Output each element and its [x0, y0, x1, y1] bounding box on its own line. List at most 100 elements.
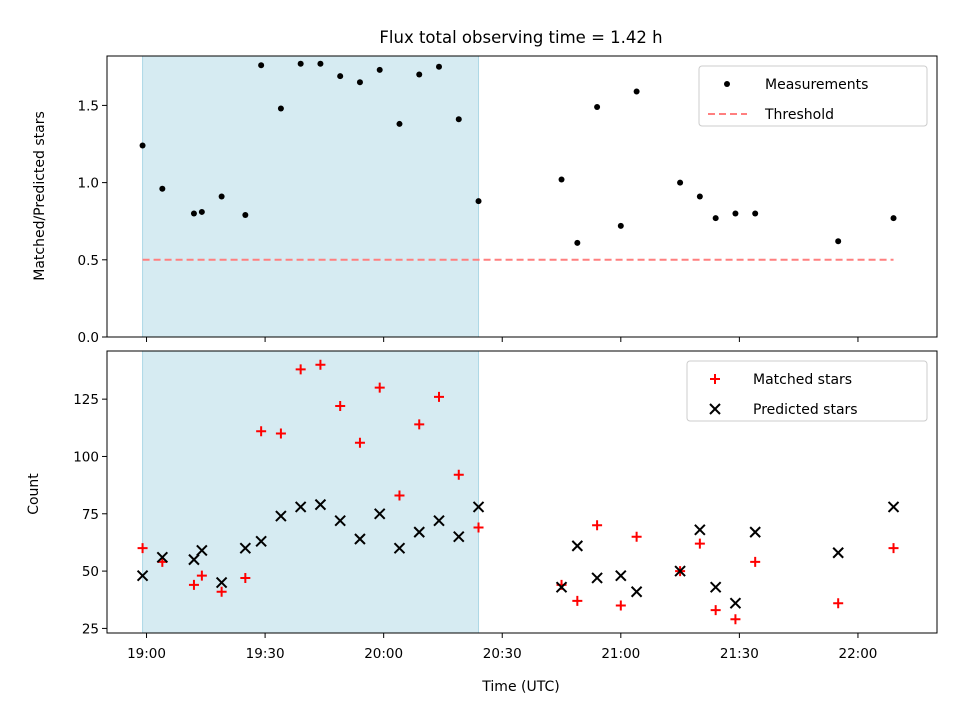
chart-title: Flux total observing time = 1.42 h	[379, 28, 662, 47]
panel-ratio: 0.0 0.5 1.0 1.5 Measurements Threshold	[78, 55, 938, 346]
matched-star-point	[275, 428, 286, 439]
matched-star-point	[631, 531, 642, 542]
matched-star-point	[335, 401, 346, 412]
measurement-point	[376, 66, 383, 73]
predicted-star-point	[630, 586, 643, 598]
matched-star-point	[750, 556, 761, 567]
legend-marker-matched	[710, 374, 720, 384]
y-tick-label: 125	[73, 392, 99, 408]
measurement-point	[317, 60, 324, 67]
y-axis-label-count: Count	[26, 473, 42, 515]
predicted-star-point	[694, 524, 706, 536]
matched-star-point	[730, 614, 741, 625]
measurement-point	[277, 105, 284, 112]
predicted-star-point	[749, 526, 761, 538]
matched-star-point	[615, 600, 626, 611]
predicted-star-point	[156, 551, 169, 564]
measurement-point	[356, 79, 363, 86]
matched-star-point	[216, 586, 227, 597]
measurement-point	[890, 215, 897, 222]
measurement-point	[696, 193, 703, 200]
measurement-point	[475, 198, 482, 205]
legend-box	[686, 360, 928, 422]
axes-frame	[106, 350, 938, 634]
x-axis-label: Time (UTC)	[481, 679, 559, 695]
panel-count: 25 50 75 100 125 19:00 19:30 20:00 20:30 21:00 21:…	[73, 350, 938, 662]
measurement-point	[712, 215, 719, 222]
predicted-star-point	[832, 547, 844, 559]
measurement-point	[677, 179, 684, 186]
matched-star-point	[592, 520, 603, 531]
matched-star-point	[833, 598, 844, 609]
matched-star-point	[434, 391, 444, 402]
matched-star-point	[256, 426, 267, 437]
predicted-star-point	[591, 572, 603, 584]
matched-star-point	[295, 364, 306, 375]
matched-star-point	[240, 572, 251, 583]
y-axis-label-ratio: Matched/Predicted stars	[32, 111, 48, 281]
x-tick-label: 21:00	[601, 646, 640, 662]
predicted-star-point	[314, 498, 327, 511]
predicted-star-point	[188, 553, 200, 566]
y-tick-label: 25	[82, 621, 99, 637]
measurement-point	[396, 120, 403, 127]
axes-frame	[106, 55, 938, 338]
matched-star-point	[196, 570, 207, 581]
measurement-point	[752, 210, 759, 217]
matched-star-point	[188, 579, 199, 590]
y-tick-label: 1.5	[78, 98, 99, 114]
predicted-star-point	[555, 581, 568, 593]
measurement-point	[218, 193, 225, 200]
measurement-point	[159, 185, 166, 192]
predicted-star-point	[615, 569, 627, 582]
predicted-star-point	[239, 542, 252, 554]
legend-marker-measurements	[724, 81, 730, 87]
y-tick-label: 50	[82, 564, 99, 580]
predicted-star-point	[887, 501, 900, 513]
predicted-star-point	[294, 501, 307, 513]
predicted-star-point	[215, 576, 228, 589]
predicted-star-point	[413, 526, 425, 538]
predicted-star-point	[334, 514, 346, 527]
legend-label: Threshold	[764, 107, 834, 123]
x-tick-label: 20:30	[483, 646, 522, 662]
legend-box	[698, 65, 928, 127]
observing-window-shade	[142, 55, 480, 338]
matched-star-point	[137, 543, 148, 554]
measurement-point	[242, 212, 249, 219]
predicted-star-point	[433, 514, 445, 527]
measurement-point	[198, 208, 205, 215]
matched-star-point	[572, 595, 583, 606]
matched-star-point	[374, 382, 385, 393]
predicted-star-point	[275, 510, 287, 522]
measurement-point	[297, 60, 304, 67]
predicted-star-point	[255, 535, 267, 548]
measurement-point	[258, 62, 265, 69]
x-tick-label: 21:30	[720, 646, 759, 662]
predicted-star-point	[674, 565, 686, 577]
x-tick-label: 20:00	[364, 646, 403, 662]
y-tick-label: 100	[73, 449, 99, 465]
predicted-star-point	[472, 501, 485, 513]
legend-label: Matched stars	[753, 372, 852, 388]
predicted-star-point	[354, 533, 366, 545]
measurement-point	[617, 222, 624, 229]
matched-star-point	[888, 543, 899, 554]
y-tick-label: 1.0	[78, 176, 99, 192]
x-tick-label: 22:00	[838, 646, 877, 662]
y-tick-label: 75	[82, 507, 99, 523]
predicted-star-point	[136, 569, 149, 582]
predicted-star-point	[393, 542, 406, 554]
matched-star-point	[473, 522, 484, 533]
x-tick-label: 19:00	[127, 646, 166, 662]
predicted-star-point	[571, 540, 584, 552]
measurement-point	[835, 238, 842, 245]
x-tick-label: 19:30	[246, 646, 285, 662]
matched-star-point	[414, 419, 425, 430]
measurement-point	[416, 71, 423, 78]
matched-star-point	[453, 469, 464, 480]
measurement-point	[436, 63, 442, 70]
matched-star-point	[710, 605, 721, 616]
measurement-point	[594, 103, 601, 110]
